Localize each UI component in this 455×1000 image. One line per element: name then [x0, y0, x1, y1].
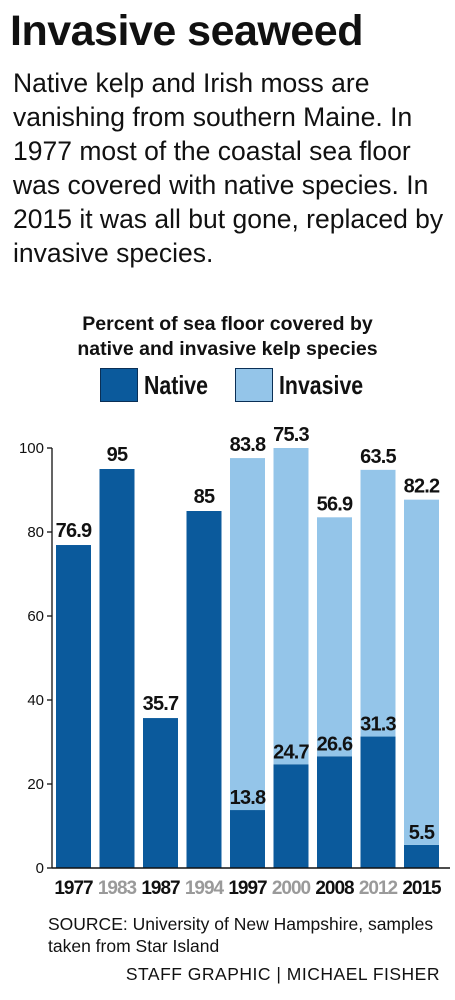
data-label-native: 5.5 — [409, 822, 435, 844]
x-tick-label: 1977 — [54, 878, 93, 899]
bar-native — [317, 756, 352, 868]
legend-label-native: Native — [144, 370, 208, 400]
bar-native — [360, 736, 396, 868]
x-tick-label: 2000 — [272, 878, 311, 899]
y-tick-label: 0 — [36, 860, 44, 877]
data-label-native: 95 — [107, 444, 128, 466]
data-label-native: 26.6 — [317, 733, 353, 755]
x-tick-label: 1983 — [98, 878, 137, 899]
bar-invasive — [230, 458, 265, 811]
y-tick-label: 100 — [19, 440, 44, 457]
data-label-invasive: 63.5 — [360, 446, 396, 468]
x-tick-label: 2008 — [315, 878, 354, 899]
bar-invasive — [360, 469, 396, 737]
chart-title: Percent of sea floor covered by native a… — [0, 312, 455, 362]
bar-native — [186, 511, 222, 868]
data-label-native: 31.3 — [360, 714, 396, 736]
chart-title-line: native and invasive kelp species — [77, 338, 378, 360]
x-tick-label: 1994 — [185, 878, 225, 899]
bar-native — [56, 545, 91, 868]
bar-invasive — [404, 499, 439, 845]
data-label-native: 35.7 — [143, 693, 179, 715]
x-tick-label: 1987 — [141, 878, 180, 899]
legend-label-invasive: Invasive — [279, 370, 364, 400]
y-tick-label: 60 — [27, 608, 44, 625]
x-tick-label: 2012 — [359, 878, 398, 899]
y-tick-label: 80 — [27, 524, 44, 541]
stacked-bar-chart: 0 20 40 60 80 100 76.9 1977 95 1983 35.7 1987 85 1994… — [19, 424, 450, 899]
bar-native — [143, 718, 178, 868]
data-label-invasive: 56.9 — [317, 493, 353, 515]
y-tick-label: 40 — [27, 692, 44, 709]
bar-invasive — [317, 517, 352, 757]
data-label-native: 85 — [194, 486, 215, 508]
bar-native — [230, 810, 265, 868]
data-label-invasive: 83.8 — [230, 434, 266, 456]
data-label-invasive: 75.3 — [273, 424, 309, 446]
x-tick-label: 1997 — [228, 878, 267, 899]
data-label-native: 24.7 — [273, 741, 309, 763]
data-label-native: 13.8 — [230, 787, 266, 809]
intro-text: Native kelp and Irish moss are vanishing… — [13, 68, 444, 268]
y-tick-label: 20 — [27, 776, 44, 793]
chart-title-line: Percent of sea floor covered by — [82, 313, 373, 335]
staff-credit: STAFF GRAPHIC | MICHAEL FISHER — [125, 964, 440, 984]
x-tick-label: 2015 — [402, 878, 442, 899]
bar-native — [99, 469, 135, 868]
legend-swatch-invasive — [235, 368, 273, 402]
data-label-invasive: 82.2 — [404, 476, 440, 498]
source-note: SOURCE: University of New Hampshire, sam… — [48, 914, 434, 956]
bar-invasive — [273, 448, 309, 765]
headline: Invasive seaweed — [10, 7, 363, 55]
bar-native — [404, 844, 439, 868]
bar-native — [273, 764, 309, 868]
data-label-native: 76.9 — [56, 520, 92, 542]
legend-swatch-native — [100, 368, 138, 402]
chart-legend: Native Invasive — [0, 368, 455, 404]
